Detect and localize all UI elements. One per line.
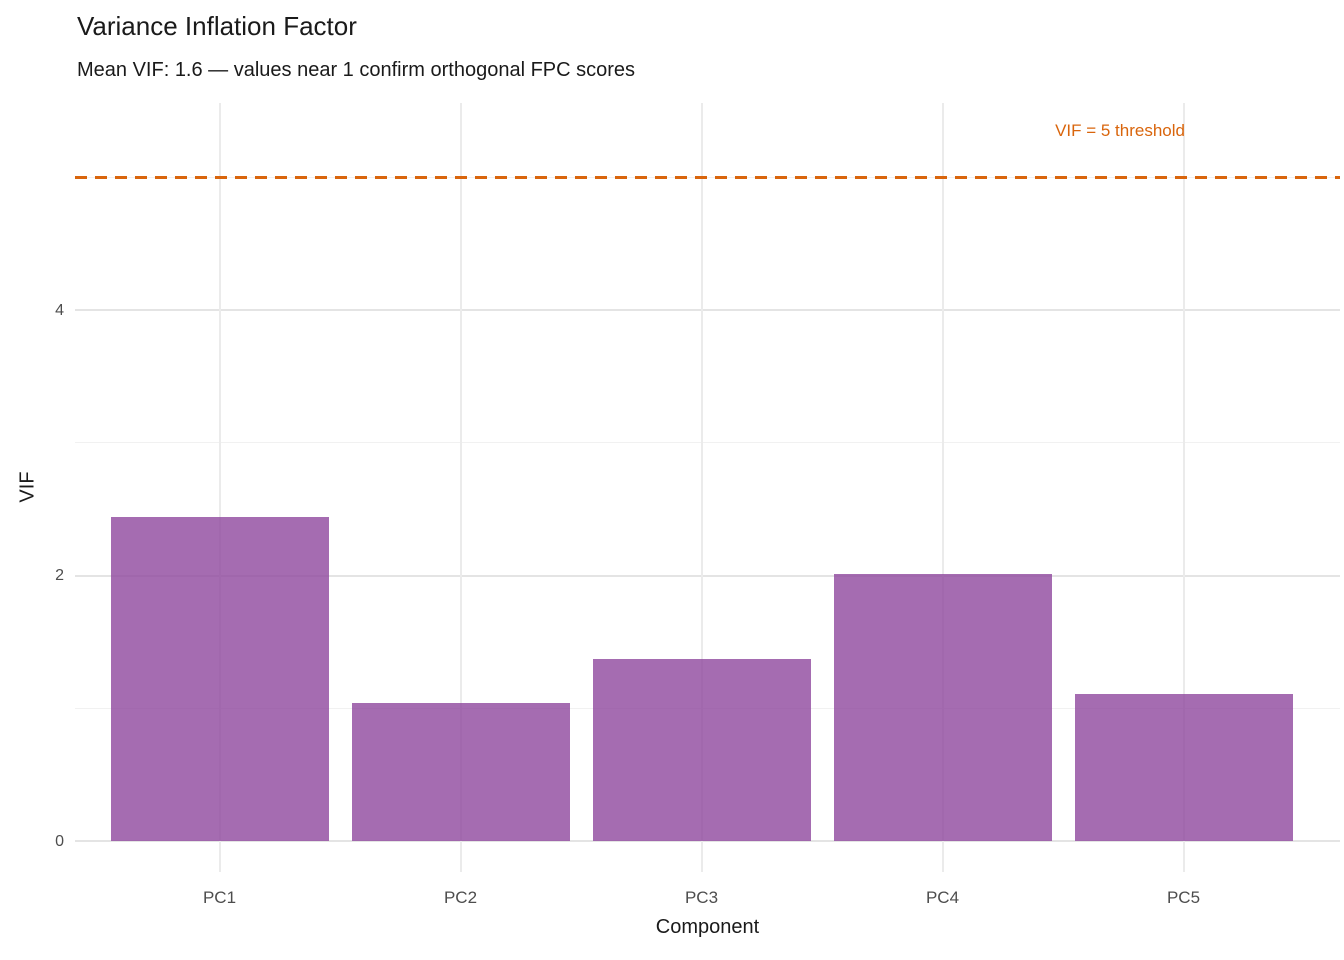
x-tick-label-pc3: PC3 bbox=[684, 888, 719, 907]
y-major-gridline bbox=[75, 309, 1340, 311]
y-major-gridline bbox=[75, 840, 1340, 842]
threshold-label: VIF = 5 threshold bbox=[1055, 121, 1185, 140]
y-minor-gridline bbox=[75, 442, 1340, 444]
y-tick-label-0: 0 bbox=[55, 832, 64, 850]
bar-pc3 bbox=[592, 659, 811, 841]
x-gridline-pc5 bbox=[1182, 103, 1185, 872]
bar-pc5 bbox=[1074, 693, 1293, 841]
y-tick-label-4: 4 bbox=[55, 301, 64, 319]
x-gridline-pc4 bbox=[941, 103, 944, 872]
y-tick-label-2: 2 bbox=[55, 567, 64, 584]
chart-subtitle: Mean VIF: 1.6 — values near 1 confirm or… bbox=[77, 59, 636, 81]
threshold-line bbox=[75, 175, 1340, 179]
x-gridline-pc1 bbox=[218, 103, 221, 872]
bar-pc1 bbox=[110, 517, 329, 841]
x-tick-label-pc5: PC5 bbox=[1166, 888, 1201, 907]
x-tick-label-pc2: PC2 bbox=[443, 888, 478, 907]
plot-panel: VIF = 5 threshold bbox=[75, 103, 1340, 872]
x-gridline-pc3 bbox=[700, 103, 703, 872]
bar-pc4 bbox=[833, 574, 1052, 841]
x-tick-label-pc4: PC4 bbox=[925, 888, 960, 907]
bar-pc2 bbox=[351, 702, 570, 841]
x-gridline-pc2 bbox=[459, 103, 462, 872]
chart-title: Variance Inflation Factor bbox=[77, 11, 357, 41]
y-axis-title: VIF bbox=[16, 471, 39, 503]
y-major-gridline bbox=[75, 574, 1340, 577]
x-tick-label-pc1: PC1 bbox=[202, 888, 237, 907]
x-axis-title: Component bbox=[655, 916, 760, 938]
